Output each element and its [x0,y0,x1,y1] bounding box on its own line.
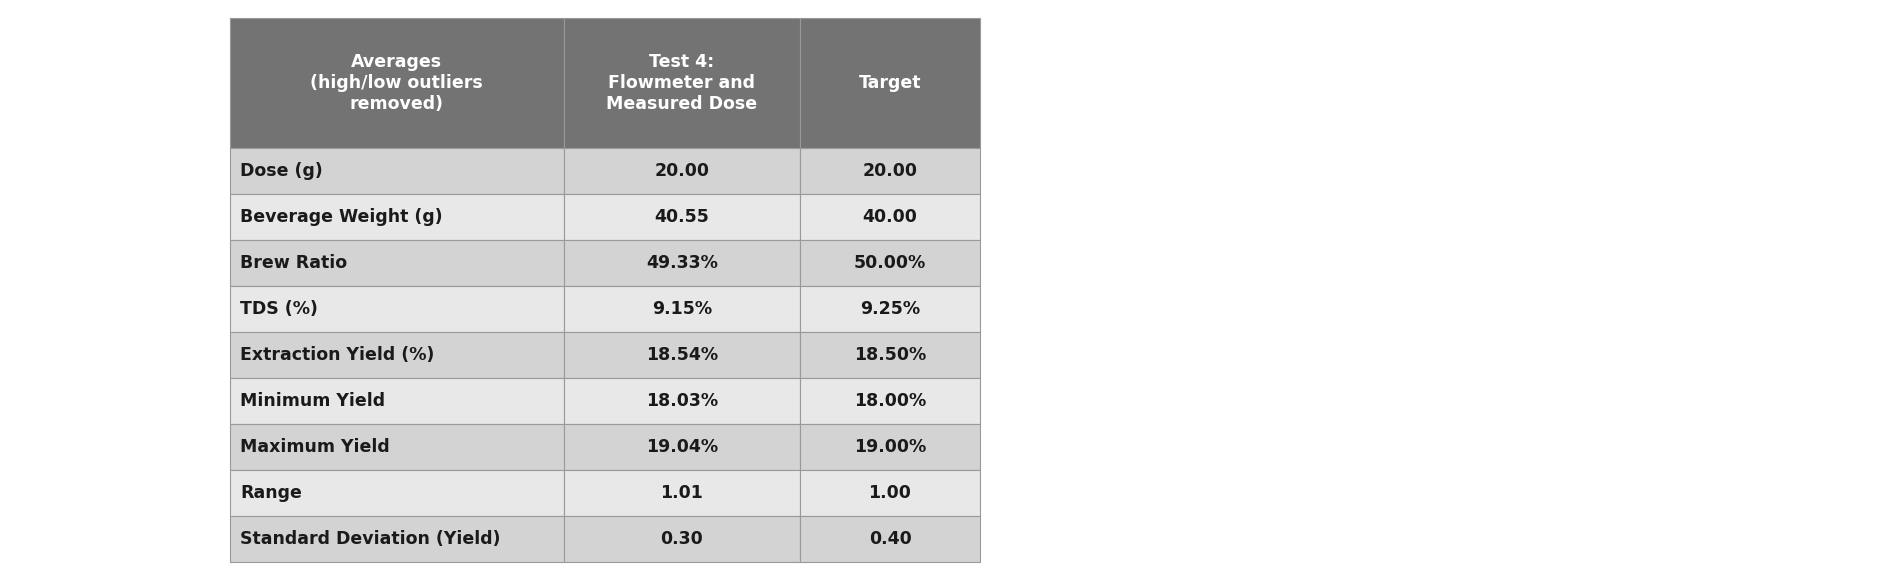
Bar [800,194,980,240]
Text: TDS (%): TDS (%) [239,300,317,318]
Bar [230,286,564,332]
Bar [800,148,980,194]
Text: 18.50%: 18.50% [853,346,925,364]
Bar [564,18,800,148]
Bar [230,516,564,562]
Bar [230,18,564,148]
Bar [230,240,564,286]
Text: 9.15%: 9.15% [652,300,712,318]
Text: Range: Range [239,484,302,502]
Bar [230,424,564,470]
Text: 20.00: 20.00 [654,162,709,180]
Text: 50.00%: 50.00% [853,254,925,272]
Text: Maximum Yield: Maximum Yield [239,438,390,456]
Bar [230,148,564,194]
Text: 40.55: 40.55 [654,208,709,226]
Text: Beverage Weight (g): Beverage Weight (g) [239,208,443,226]
Bar [564,148,800,194]
Bar [800,516,980,562]
Text: 18.54%: 18.54% [646,346,718,364]
Text: Extraction Yield (%): Extraction Yield (%) [239,346,435,364]
Text: 18.00%: 18.00% [853,392,925,410]
Text: 19.04%: 19.04% [646,438,718,456]
Bar [800,286,980,332]
Text: 0.30: 0.30 [661,530,703,548]
Text: 49.33%: 49.33% [646,254,718,272]
Bar [564,286,800,332]
Text: 19.00%: 19.00% [853,438,925,456]
Bar [564,194,800,240]
Text: Standard Deviation (Yield): Standard Deviation (Yield) [239,530,500,548]
Text: Target: Target [859,74,922,92]
Bar [800,424,980,470]
Text: Minimum Yield: Minimum Yield [239,392,386,410]
Bar [564,240,800,286]
Text: Test 4:
Flowmeter and
Measured Dose: Test 4: Flowmeter and Measured Dose [606,53,758,113]
Text: 1.00: 1.00 [868,484,912,502]
Bar [564,378,800,424]
Bar [800,332,980,378]
Bar [564,332,800,378]
Bar [800,378,980,424]
Bar [800,18,980,148]
Text: 0.40: 0.40 [868,530,912,548]
Bar [230,470,564,516]
Bar [564,470,800,516]
Bar [230,194,564,240]
Text: 1.01: 1.01 [661,484,703,502]
Text: Brew Ratio: Brew Ratio [239,254,348,272]
Text: 9.25%: 9.25% [861,300,920,318]
Bar [564,516,800,562]
Text: Averages
(high/low outliers
removed): Averages (high/low outliers removed) [310,53,483,113]
Text: 18.03%: 18.03% [646,392,718,410]
Text: 40.00: 40.00 [863,208,918,226]
Text: Dose (g): Dose (g) [239,162,323,180]
Text: 20.00: 20.00 [863,162,918,180]
Bar [230,378,564,424]
Bar [800,470,980,516]
Bar [800,240,980,286]
Bar [564,424,800,470]
Bar [230,332,564,378]
